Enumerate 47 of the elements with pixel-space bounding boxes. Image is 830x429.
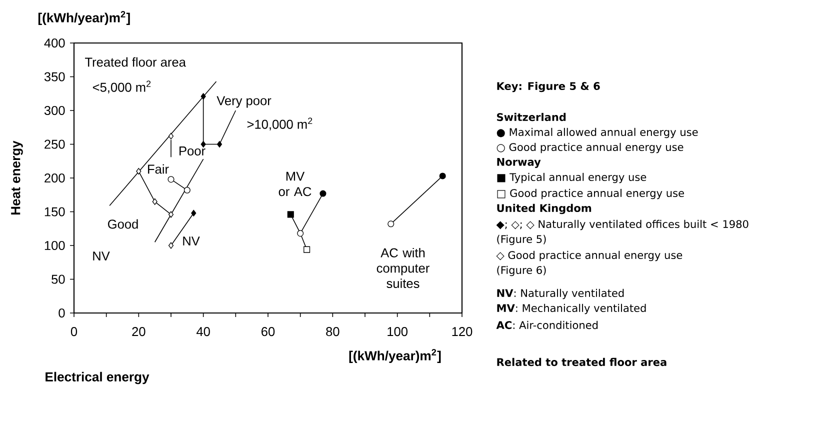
annotation: AC with computer suites	[376, 248, 430, 288]
text: [(kWh/year)m$^{2}$]	[349, 349, 441, 363]
text: [(kWh/year)m$^{2}$]	[38, 11, 130, 25]
annotation: Poor	[180, 146, 206, 156]
text: (Figure 6)	[497, 266, 546, 276]
y-tick-label: 250	[44, 140, 65, 149]
text: ◇ Good practice annual energy use	[496, 250, 682, 262]
text: ■ Typical annual energy use	[497, 172, 646, 184]
x-tick-label: 20	[132, 327, 146, 336]
annotation: Very poor	[216, 96, 272, 108]
annotation: Good	[108, 219, 138, 229]
text: ● Maximal allowed annual energy use	[496, 128, 698, 138]
x-axis-title: Electrical energy	[46, 372, 150, 384]
annotation: >10,000 m$^{2}$	[247, 118, 312, 130]
annotation: Fair	[148, 164, 169, 174]
text: MV: Mechanically ventilated	[497, 304, 646, 314]
y-tick-label: 0	[58, 308, 65, 318]
text: Switzerland	[497, 112, 566, 122]
text: ○ Good practice annual energy use	[496, 142, 684, 154]
x-tick-label: 80	[326, 327, 340, 336]
x-tick-label: 40	[196, 327, 210, 336]
y-tick-label: 400	[44, 38, 65, 48]
text: Norway	[497, 158, 541, 168]
y-tick-label: 50	[52, 274, 65, 284]
y-tick-label: 150	[44, 207, 65, 216]
y-axis-title: Heat energy	[11, 140, 23, 215]
text: Key: Figure 5 & 6	[497, 82, 600, 92]
y-tick-label: 100	[44, 240, 65, 250]
annotation: Treated floor area	[85, 57, 186, 67]
text: (Figure 5)	[497, 234, 546, 246]
text: United Kingdom	[497, 204, 592, 214]
annotation: <5,000 m$^{2}$	[92, 80, 151, 94]
text: NV: Naturally ventilated	[497, 288, 624, 300]
x-tick-label: 60	[262, 327, 275, 336]
x-tick-label: 100	[388, 327, 408, 336]
text: AC: Air-conditioned	[496, 320, 598, 330]
y-tick-label: 350	[44, 72, 65, 82]
y-tick-label: 200	[44, 173, 65, 183]
annotation: NV	[183, 236, 200, 246]
x-tick-label: 0	[70, 327, 78, 336]
x-tick-label: 120	[452, 327, 472, 336]
text: Related to treated floor area	[497, 358, 666, 366]
text: □ Good practice annual energy use	[497, 188, 684, 200]
y-tick-label: 300	[44, 106, 65, 116]
text: ◆; ◇; ◇ Naturally ventilated offices built < 1980	[496, 220, 748, 230]
annotation: MV or AC	[278, 172, 312, 196]
annotation: NV	[93, 252, 110, 260]
